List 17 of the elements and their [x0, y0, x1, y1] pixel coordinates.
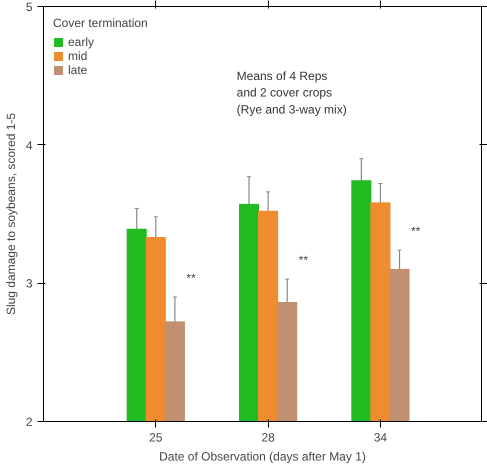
y-tick-label: 5: [26, 0, 33, 14]
legend-label: mid: [68, 49, 88, 63]
legend-label: late: [68, 63, 88, 77]
annotation: Means of 4 Reps and 2 cover crops (Rye and 3-way mix): [236, 68, 347, 116]
annotation: **: [186, 271, 196, 285]
x-tick-label: 34: [374, 430, 388, 444]
y-axis-title: Slug damage to soybeans, scored 1-5: [4, 112, 18, 316]
y-tick-label: 2: [26, 415, 33, 429]
legend-label: early: [68, 35, 94, 49]
legend-title: Cover termination: [53, 16, 148, 30]
x-tick-label: 25: [149, 430, 163, 444]
x-tick-label: 28: [261, 430, 276, 444]
annotation: **: [298, 253, 308, 268]
y-tick-label: 4: [26, 138, 33, 152]
y-tick-label: 3: [26, 276, 33, 291]
x-axis-title: Date of Observation (days after May 1): [159, 450, 366, 464]
annotation: **: [410, 224, 421, 238]
